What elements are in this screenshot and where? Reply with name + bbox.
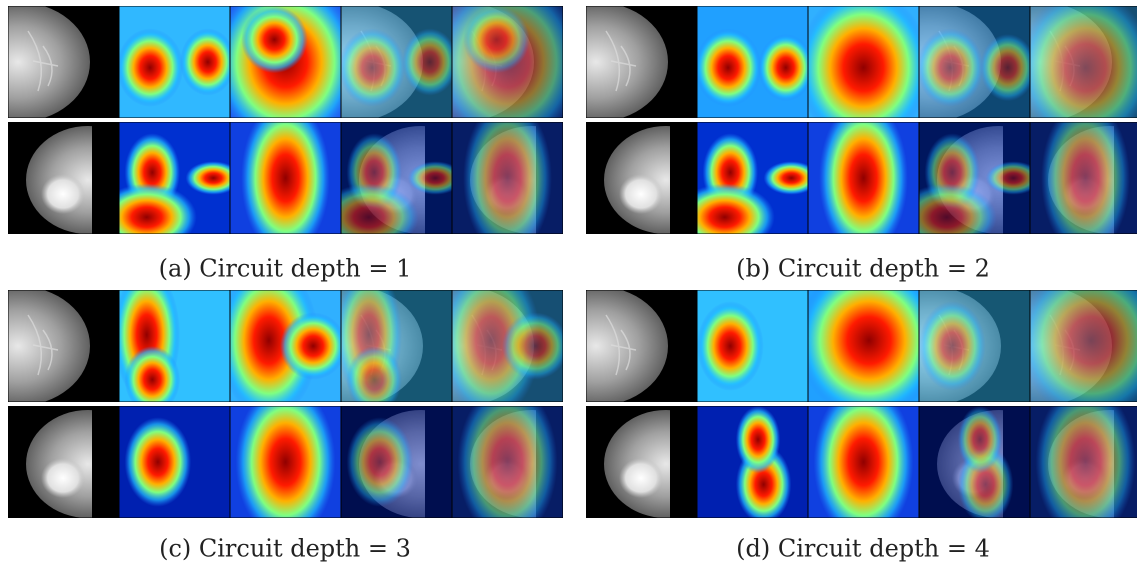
heat: [125, 346, 181, 413]
edge: [92, 122, 119, 234]
heat: [347, 346, 403, 413]
tile: [808, 100, 919, 257]
tile: [230, 384, 341, 541]
edge: [670, 122, 697, 234]
mass: [619, 458, 663, 498]
mass: [619, 174, 663, 214]
heat: [502, 312, 569, 379]
heat: [695, 28, 762, 106]
heat: [458, 384, 558, 541]
tile: [1030, 384, 1137, 541]
tile: [113, 268, 230, 414]
heat: [919, 301, 986, 391]
heat: [814, 384, 914, 541]
heat: [339, 28, 406, 106]
heat: [819, 100, 908, 257]
heat: [180, 28, 236, 95]
heat: [241, 100, 330, 257]
tile: [0, 2, 119, 122]
tile: [119, 406, 230, 518]
edge: [670, 406, 697, 518]
heat: [402, 28, 458, 95]
mass: [41, 458, 85, 498]
heat: [236, 384, 336, 541]
heat: [980, 34, 1036, 101]
heat: [736, 406, 780, 473]
heat: [463, 6, 530, 73]
tile: [117, 6, 236, 118]
heat: [758, 34, 814, 101]
heat: [1036, 384, 1136, 541]
edge: [92, 406, 119, 518]
tile: [697, 406, 808, 524]
figure: (a) Circuit depth = 1 (b) Circuit depth …: [0, 0, 1137, 569]
tile: [0, 286, 119, 406]
heat: [958, 406, 1002, 473]
heat: [1041, 100, 1130, 257]
heat: [697, 301, 764, 391]
tile: [697, 290, 808, 402]
tile: [808, 384, 919, 541]
caption: (c) Circuit depth = 3: [159, 535, 411, 563]
heat: [463, 100, 552, 257]
caption: (b) Circuit depth = 2: [736, 255, 990, 283]
heat: [117, 28, 184, 106]
mass: [41, 174, 85, 214]
heat: [917, 28, 984, 106]
heat: [125, 417, 192, 507]
tile: [219, 262, 347, 419]
tile: [452, 384, 594, 541]
tile: [230, 100, 341, 257]
tile: [452, 100, 594, 257]
heat: [241, 6, 308, 73]
tile: [695, 6, 814, 118]
heat: [280, 312, 347, 379]
caption: (d) Circuit depth = 4: [736, 535, 990, 563]
caption: (a) Circuit depth = 1: [159, 255, 412, 283]
heat: [347, 417, 414, 507]
tile: [1030, 100, 1137, 257]
